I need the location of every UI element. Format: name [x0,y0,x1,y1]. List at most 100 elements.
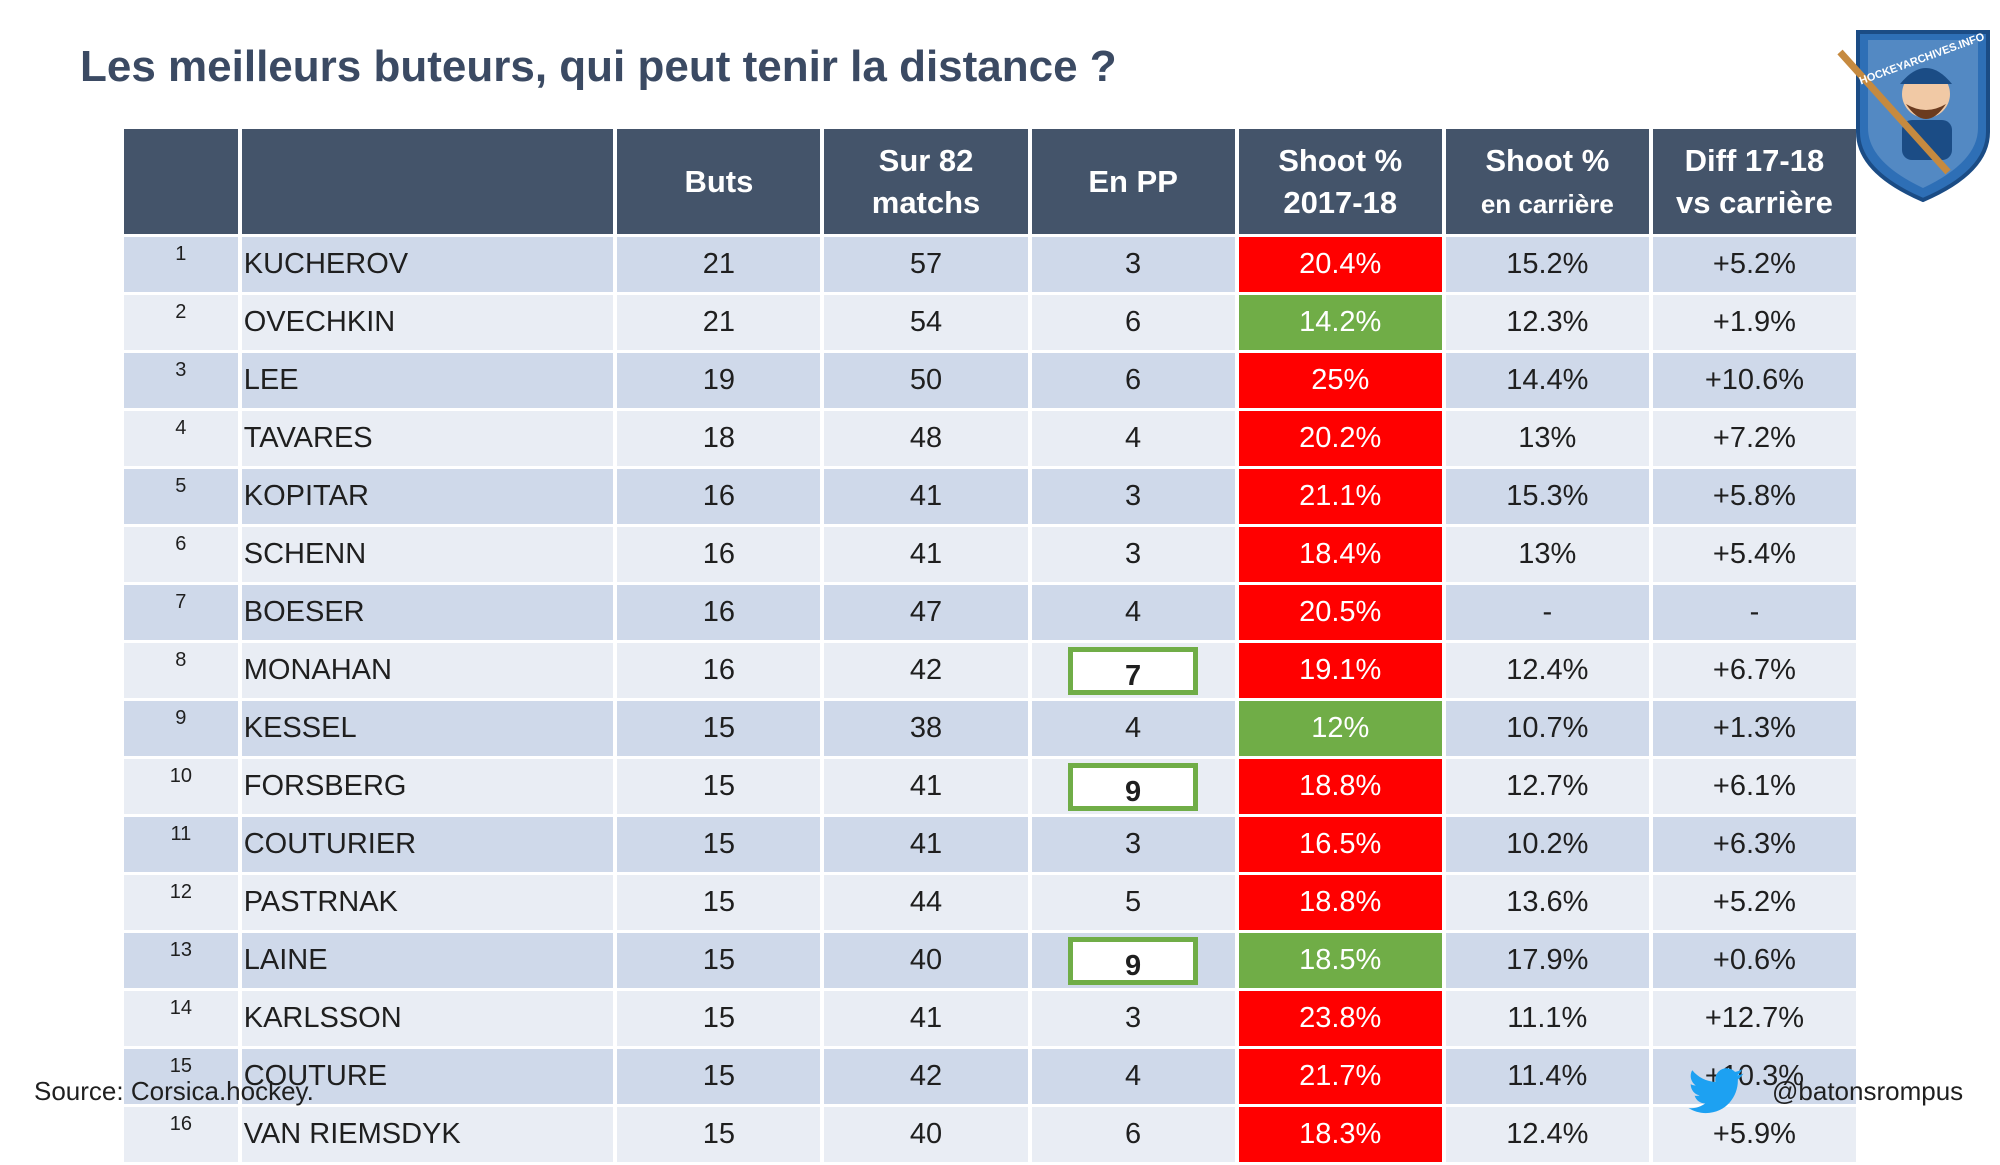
header-rank [124,129,238,234]
rank-cell: 7 [124,585,238,640]
powerplay-goals-cell: 4 [1031,701,1235,756]
projected-goals-cell: 41 [824,527,1028,582]
goals-cell: 15 [617,759,821,814]
player-name-cell: FORSBERG [241,759,614,814]
projected-goals-cell: 40 [824,933,1028,988]
header-enpp-label: En PP [1088,163,1178,199]
goals-cell: 15 [617,933,821,988]
projected-goals-cell: 47 [824,585,1028,640]
header-buts: Buts [617,129,821,234]
rank-cell: 10 [124,759,238,814]
powerplay-goals-cell: 6 [1031,1107,1235,1162]
player-name-cell: VAN RIEMSDYK [241,1107,614,1162]
twitter-bird-icon [1688,1068,1744,1114]
shooting-pct-cell: 14.2% [1238,295,1442,350]
shooting-diff-cell: +7.2% [1652,411,1856,466]
table-row: 3 LEE 19 50 6 25% 14.4% +10.6% [124,353,1856,408]
goals-cell: 16 [617,527,821,582]
header-enpp: En PP [1031,129,1235,234]
shooting-diff-cell: +1.3% [1652,701,1856,756]
header-shoot-line2: 2017-18 [1283,184,1398,220]
header-name [241,129,614,234]
shooting-diff-cell: +5.2% [1652,237,1856,292]
shooting-diff-cell: +10.6% [1652,353,1856,408]
powerplay-goals-cell: 9 [1031,933,1235,988]
header-sur82-line2: matchs [871,184,981,220]
source-note: Source: Corsica.hockey. [34,1076,314,1106]
goals-cell: 15 [617,991,821,1046]
table-row: 2 OVECHKIN 21 54 6 14.2% 12.3% +1.9% [124,295,1856,350]
table-row: 6 SCHENN 16 41 3 18.4% 13% +5.4% [124,527,1856,582]
player-name-cell: OVECHKIN [241,295,614,350]
rank-cell: 1 [124,237,238,292]
career-shooting-pct-cell: 11.4% [1445,1049,1649,1104]
powerplay-goals-cell: 3 [1031,469,1235,524]
player-name-cell: LAINE [241,933,614,988]
projected-goals-cell: 48 [824,411,1028,466]
table-row: 9 KESSEL 15 38 4 12% 10.7% +1.3% [124,701,1856,756]
table-header-row: Buts Sur 82 matchs En PP Shoot % 2017-18 S… [124,129,1856,234]
shooting-pct-cell: 16.5% [1238,817,1442,872]
table-row: 13 LAINE 15 40 9 18.5% 17.9% +0.6% [124,933,1856,988]
table-body: 1 KUCHEROV 21 57 3 20.4% 15.2% +5.2% 2 OVECHKIN 21… [124,237,1856,1162]
rank-cell: 16 [124,1107,238,1162]
rank-cell: 14 [124,991,238,1046]
player-name-cell: KOPITAR [241,469,614,524]
career-shooting-pct-cell: 11.1% [1445,991,1649,1046]
table-row: 11 COUTURIER 15 41 3 16.5% 10.2% +6.3% [124,817,1856,872]
table-row: 14 KARLSSON 15 41 3 23.8% 11.1% +12.7% [124,991,1856,1046]
projected-goals-cell: 40 [824,1107,1028,1162]
goals-cell: 16 [617,585,821,640]
hockeyarchives-logo: HOCKEYARCHIVES.INFO [1837,30,1990,203]
rank-cell: 8 [124,643,238,698]
powerplay-goals-cell: 4 [1031,411,1235,466]
rank-cell: 9 [124,701,238,756]
header-shoot: Shoot % 2017-18 [1238,129,1442,234]
player-name-cell: MONAHAN [241,643,614,698]
goals-cell: 21 [617,295,821,350]
shooting-diff-cell: +0.6% [1652,933,1856,988]
powerplay-goals-cell: 4 [1031,1049,1235,1104]
goals-cell: 21 [617,237,821,292]
shooting-diff-cell: +5.4% [1652,527,1856,582]
player-name-cell: KUCHEROV [241,237,614,292]
shooting-pct-cell: 18.3% [1238,1107,1442,1162]
shooting-pct-cell: 21.1% [1238,469,1442,524]
shooting-diff-cell: +5.8% [1652,469,1856,524]
twitter-handle: @batonsrompus [1772,1076,1964,1106]
projected-goals-cell: 44 [824,875,1028,930]
rank-cell: 15 [124,1049,238,1104]
powerplay-goals-cell: 6 [1031,295,1235,350]
rank-cell: 6 [124,527,238,582]
powerplay-goals-cell: 9 [1031,759,1235,814]
table-row: 15 COUTURE 15 42 4 21.7% 11.4% +10.3% [124,1049,1856,1104]
header-diff-line1: Diff 17-18 [1684,142,1825,178]
projected-goals-cell: 42 [824,1049,1028,1104]
player-name-cell: COUTURIER [241,817,614,872]
projected-goals-cell: 41 [824,991,1028,1046]
goals-cell: 15 [617,817,821,872]
shooting-pct-cell: 20.2% [1238,411,1442,466]
player-name-cell: BOESER [241,585,614,640]
table-row: 8 MONAHAN 16 42 7 19.1% 12.4% +6.7% [124,643,1856,698]
projected-goals-cell: 54 [824,295,1028,350]
highlighted-pp-value: 9 [1068,936,1199,985]
shooting-diff-cell: +1.9% [1652,295,1856,350]
shooting-diff-cell: - [1652,585,1856,640]
projected-goals-cell: 50 [824,353,1028,408]
goals-cell: 18 [617,411,821,466]
player-name-cell: PASTRNAK [241,875,614,930]
shooting-diff-cell: +6.7% [1652,643,1856,698]
powerplay-goals-cell: 7 [1031,643,1235,698]
career-shooting-pct-cell: 12.4% [1445,1107,1649,1162]
powerplay-goals-cell: 3 [1031,527,1235,582]
header-sur82: Sur 82 matchs [824,129,1028,234]
scorers-table: Buts Sur 82 matchs En PP Shoot % 2017-18 S… [120,126,1860,1165]
shooting-pct-cell: 21.7% [1238,1049,1442,1104]
player-name-cell: SCHENN [241,527,614,582]
rank-cell: 4 [124,411,238,466]
goals-cell: 15 [617,1049,821,1104]
career-shooting-pct-cell: - [1445,585,1649,640]
player-name-cell: KESSEL [241,701,614,756]
shooting-pct-cell: 20.5% [1238,585,1442,640]
